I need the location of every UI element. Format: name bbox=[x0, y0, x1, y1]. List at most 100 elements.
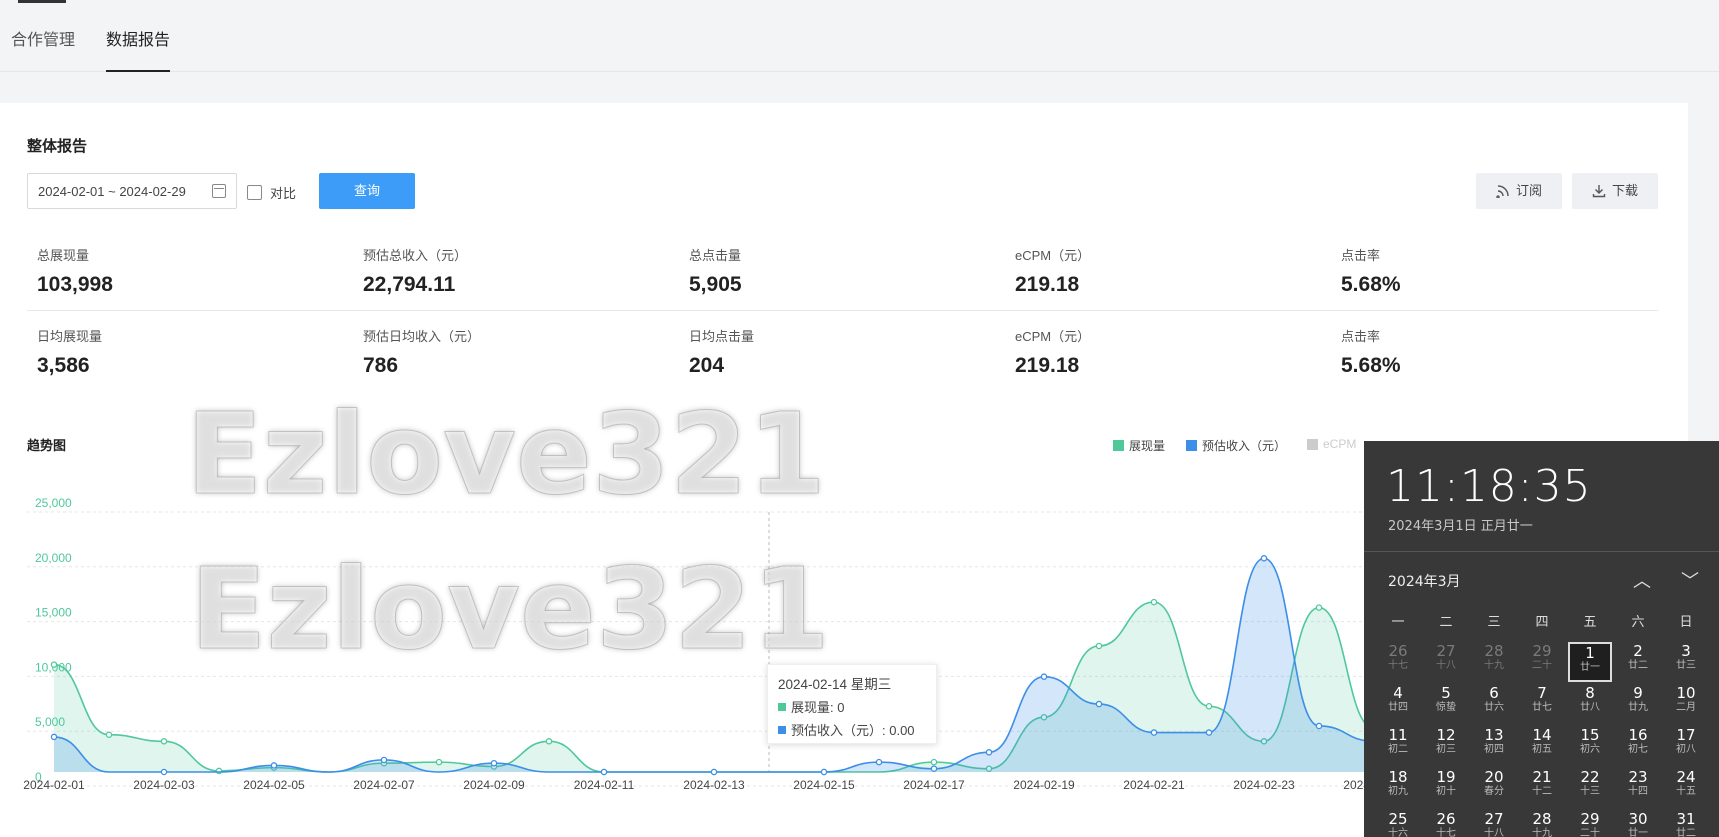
day-number: 17 bbox=[1676, 726, 1696, 744]
calendar-day[interactable]: 26 十七 bbox=[1424, 810, 1468, 837]
day-number: 13 bbox=[1484, 726, 1504, 744]
stat-value: 5,905 bbox=[689, 273, 742, 296]
tab-cooperation[interactable]: 合作管理 bbox=[11, 32, 76, 49]
legend-impressions[interactable]: 展现量 bbox=[1113, 437, 1165, 454]
calendar-day[interactable]: 31 廿二 bbox=[1664, 810, 1708, 837]
calendar-day[interactable]: 29 二十 bbox=[1520, 642, 1564, 682]
day-number: 9 bbox=[1633, 684, 1643, 702]
stat-value: 5.68% bbox=[1341, 354, 1401, 377]
lunar-date: 春分 bbox=[1484, 786, 1504, 797]
stat-daily-ctr: 点击率 5.68% bbox=[1341, 326, 1401, 378]
stat-value: 204 bbox=[689, 354, 725, 377]
prev-month-icon[interactable]: ︿ bbox=[1633, 571, 1651, 592]
calendar-day[interactable]: 27 十八 bbox=[1424, 642, 1468, 682]
calendar-day[interactable]: 8 廿八 bbox=[1568, 684, 1612, 724]
lunar-date: 廿一 bbox=[1580, 662, 1600, 673]
calendar-day[interactable]: 26 十七 bbox=[1376, 642, 1420, 682]
calendar-month[interactable]: 2024年3月 bbox=[1388, 574, 1461, 590]
top-nav: 合作管理 数据报告 bbox=[0, 0, 1719, 72]
calendar-day[interactable]: 21 十二 bbox=[1520, 768, 1564, 808]
calendar-day[interactable]: 14 初五 bbox=[1520, 726, 1564, 766]
calendar-day[interactable]: 12 初三 bbox=[1424, 726, 1468, 766]
lunar-date: 廿一 bbox=[1628, 828, 1648, 837]
calendar-day[interactable]: 20 春分 bbox=[1472, 768, 1516, 808]
lunar-date: 惊蛰 bbox=[1436, 702, 1456, 713]
lunar-date: 廿八 bbox=[1580, 702, 1600, 713]
download-label: 下载 bbox=[1611, 183, 1638, 198]
legend-revenue[interactable]: 预估收入（元） bbox=[1186, 437, 1286, 454]
legend-label: eCPM bbox=[1323, 437, 1357, 451]
calendar-day[interactable]: 4 廿四 bbox=[1376, 684, 1420, 724]
calendar-day[interactable]: 15 初六 bbox=[1568, 726, 1612, 766]
day-number: 18 bbox=[1388, 768, 1408, 786]
day-number: 10 bbox=[1676, 684, 1696, 702]
stat-ctr: 点击率 5.68% bbox=[1341, 245, 1401, 297]
calendar-day[interactable]: 3 廿三 bbox=[1664, 642, 1708, 682]
calendar-day[interactable]: 19 初十 bbox=[1424, 768, 1468, 808]
calendar-day[interactable]: 23 十四 bbox=[1616, 768, 1660, 808]
query-button[interactable]: 查询 bbox=[319, 173, 415, 209]
day-number: 1 bbox=[1585, 644, 1595, 662]
calendar-day[interactable]: 13 初四 bbox=[1472, 726, 1516, 766]
calendar-day[interactable]: 22 十三 bbox=[1568, 768, 1612, 808]
lunar-date: 初十 bbox=[1436, 786, 1456, 797]
day-number: 30 bbox=[1628, 810, 1648, 828]
tab-data-report[interactable]: 数据报告 bbox=[106, 26, 171, 72]
calendar-day[interactable]: 6 廿六 bbox=[1472, 684, 1516, 724]
lunar-date: 初八 bbox=[1676, 744, 1696, 755]
calendar-day[interactable]: 29 二十 bbox=[1568, 810, 1612, 837]
calendar-day[interactable]: 5 惊蛰 bbox=[1424, 684, 1468, 724]
lunar-date: 十五 bbox=[1676, 786, 1696, 797]
calendar-day[interactable]: 10 二月 bbox=[1664, 684, 1708, 724]
stat-value: 219.18 bbox=[1015, 273, 1080, 296]
lunar-date: 廿四 bbox=[1388, 702, 1408, 713]
calendar-day[interactable]: 17 初八 bbox=[1664, 726, 1708, 766]
stat-value: 103,998 bbox=[37, 273, 113, 296]
day-number: 31 bbox=[1676, 810, 1696, 828]
calendar-day[interactable]: 16 初七 bbox=[1616, 726, 1660, 766]
calendar-day[interactable]: 25 十六 bbox=[1376, 810, 1420, 837]
subscribe-button[interactable]: 订阅 bbox=[1476, 173, 1562, 209]
lunar-date: 十三 bbox=[1580, 786, 1600, 797]
calendar-day[interactable]: 28 十九 bbox=[1520, 810, 1564, 837]
lunar-date: 初三 bbox=[1436, 744, 1456, 755]
legend-label: 预估收入（元） bbox=[1202, 439, 1287, 453]
weekday-label: 日 bbox=[1679, 615, 1693, 630]
calendar-day[interactable]: 18 初九 bbox=[1376, 768, 1420, 808]
compare-toggle[interactable]: 对比 bbox=[247, 183, 296, 202]
legend-swatch bbox=[1113, 440, 1124, 451]
day-number: 29 bbox=[1532, 642, 1552, 660]
legend-ecpm[interactable]: eCPM bbox=[1307, 437, 1356, 451]
calendar-day[interactable]: 7 廿七 bbox=[1520, 684, 1564, 724]
clock-divider bbox=[1364, 551, 1719, 552]
day-number: 5 bbox=[1441, 684, 1451, 702]
day-number: 11 bbox=[1388, 726, 1408, 744]
stat-value: 3,586 bbox=[37, 354, 90, 377]
lunar-date: 十八 bbox=[1484, 828, 1504, 837]
date-range-picker[interactable]: 2024-02-01 ~ 2024-02-29 bbox=[27, 173, 237, 209]
stat-label: 总展现量 bbox=[37, 248, 90, 263]
lunar-date: 十九 bbox=[1532, 828, 1552, 837]
next-month-icon[interactable]: ﹀ bbox=[1681, 571, 1699, 592]
lunar-date: 二十 bbox=[1532, 660, 1552, 671]
calendar-day[interactable]: 30 廿一 bbox=[1616, 810, 1660, 837]
calendar-day[interactable]: 24 十五 bbox=[1664, 768, 1708, 808]
calendar-day[interactable]: 1 廿一 bbox=[1568, 642, 1612, 682]
calendar-day[interactable]: 2 廿二 bbox=[1616, 642, 1660, 682]
clock-date[interactable]: 2024年3月1日 正月廿一 bbox=[1388, 519, 1533, 534]
calendar-day[interactable]: 11 初二 bbox=[1376, 726, 1420, 766]
calendar-day[interactable]: 9 廿九 bbox=[1616, 684, 1660, 724]
calendar-day[interactable]: 27 十八 bbox=[1472, 810, 1516, 837]
stat-value: 22,794.11 bbox=[363, 273, 456, 296]
day-number: 15 bbox=[1580, 726, 1600, 744]
day-number: 16 bbox=[1628, 726, 1648, 744]
stat-ecpm: eCPM（元） 219.18 bbox=[1015, 245, 1090, 297]
stat-value: 219.18 bbox=[1015, 354, 1080, 377]
day-number: 19 bbox=[1436, 768, 1456, 786]
calendar-day[interactable]: 28 十九 bbox=[1472, 642, 1516, 682]
stat-daily-revenue: 预估日均收入（元） 786 bbox=[363, 326, 480, 378]
stat-total-impressions: 总展现量 103,998 bbox=[37, 245, 113, 297]
compare-checkbox[interactable] bbox=[247, 185, 262, 200]
download-button[interactable]: 下载 bbox=[1572, 173, 1658, 209]
day-number: 7 bbox=[1537, 684, 1547, 702]
